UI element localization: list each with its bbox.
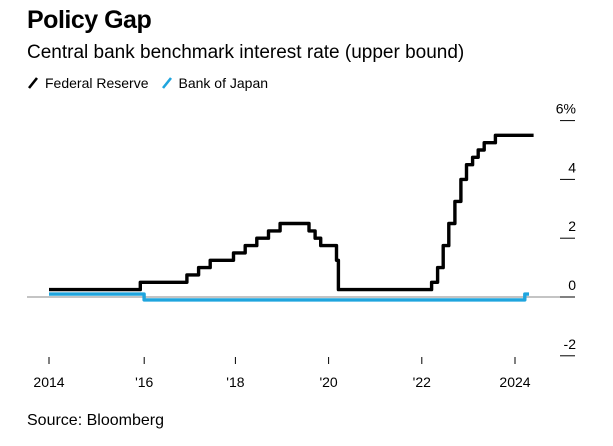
y-tick-label: -2 [564, 336, 577, 352]
y-tick-label: 6% [556, 101, 576, 117]
y-tick-label: 4 [568, 159, 576, 175]
legend-item-federal-reserve: Federal Reserve [27, 75, 149, 91]
x-tick-label: 2024 [499, 374, 530, 390]
series-line-bank-of-japan [49, 292, 529, 302]
legend: Federal Reserve Bank of Japan [27, 75, 280, 91]
legend-swatch-bank-of-japan [161, 77, 172, 89]
legend-label-federal-reserve: Federal Reserve [45, 75, 149, 91]
legend-item-bank-of-japan: Bank of Japan [161, 75, 269, 91]
chart-subtitle: Central bank benchmark interest rate (up… [27, 42, 465, 63]
x-tick-label: '18 [226, 374, 244, 390]
y-tick-label: 0 [568, 277, 576, 293]
legend-label-bank-of-japan: Bank of Japan [178, 75, 269, 91]
y-tick-label: 2 [568, 218, 576, 234]
series-line-federal-reserve [49, 133, 534, 292]
x-tick-label: '16 [135, 374, 153, 390]
x-tick-label: '22 [413, 374, 431, 390]
x-tick-label: '20 [319, 374, 337, 390]
x-tick-label: 2014 [33, 374, 64, 390]
legend-swatch-federal-reserve [27, 77, 39, 89]
source-note: Source: Bloomberg [27, 412, 164, 429]
chart-title: Policy Gap [27, 6, 152, 34]
